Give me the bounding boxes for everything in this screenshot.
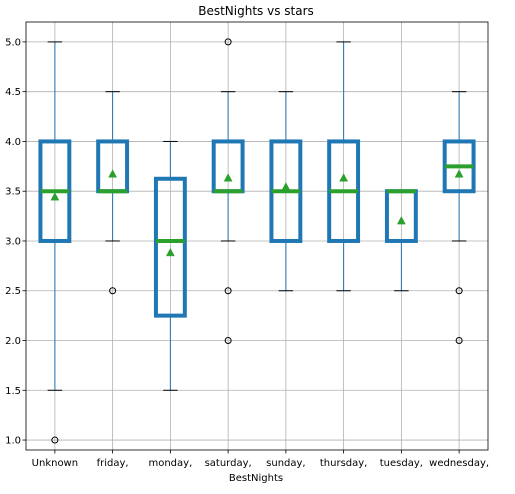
mean-marker [165,247,175,257]
box-group-thursday [327,41,361,292]
box-group-saturday [211,38,245,345]
y-tick-label: 2.0 [5,336,21,347]
outlier-point [455,337,463,345]
box-group-sunday [269,91,303,292]
x-tick-label: thursday, [320,458,368,469]
box-group-monday [153,140,187,391]
y-tick-label: 4.0 [5,137,21,148]
plot-frame [25,21,489,451]
mean-marker [339,173,349,182]
mean-marker [50,192,60,201]
box-group-tuesday [384,189,418,292]
mean-marker [454,169,464,178]
outlier-point [51,436,59,444]
outlier-point [224,287,232,295]
y-tick-label: 1.0 [5,436,21,447]
x-tick-label: saturday, [205,458,252,469]
box-layer [38,38,476,444]
y-tick-label: 3.5 [5,187,21,198]
box-group-unknown [38,41,72,444]
outlier-point [224,38,232,46]
box-group-wednesday [442,91,476,345]
y-tick-label: 1.5 [5,386,21,397]
mean-marker [223,173,233,182]
chart-title: BestNights vs stars [198,4,314,18]
x-tick-label: wednesday, [429,458,489,469]
outlier-point [455,287,463,295]
mean-marker [396,216,406,225]
box-group-friday [96,91,130,295]
outlier-point [224,337,232,345]
x-tick-label: tuesday, [380,458,423,469]
y-tick-label: 5.0 [5,37,21,48]
y-tick-label: 2.5 [5,286,21,297]
mean-marker [108,169,118,178]
x-tick-label: monday, [148,458,192,469]
x-tick-label: sunday, [266,458,305,469]
box-iqr [153,176,187,318]
y-tick-label: 4.5 [5,87,21,98]
x-tick-label: Unknown [32,458,78,469]
mean-marker [281,182,291,191]
x-axis-label: BestNights [229,473,283,484]
y-axis-ticks: 1.0 1.5 2.0 2.5 3.0 3.5 4.0 4.5 5.0 [5,37,26,447]
y-tick-label: 3.0 [5,236,21,247]
x-tick-label: friday, [97,458,129,469]
x-axis-ticks: Unknown friday, monday, saturday, sunday, thu… [32,450,489,469]
outlier-point [109,287,117,295]
